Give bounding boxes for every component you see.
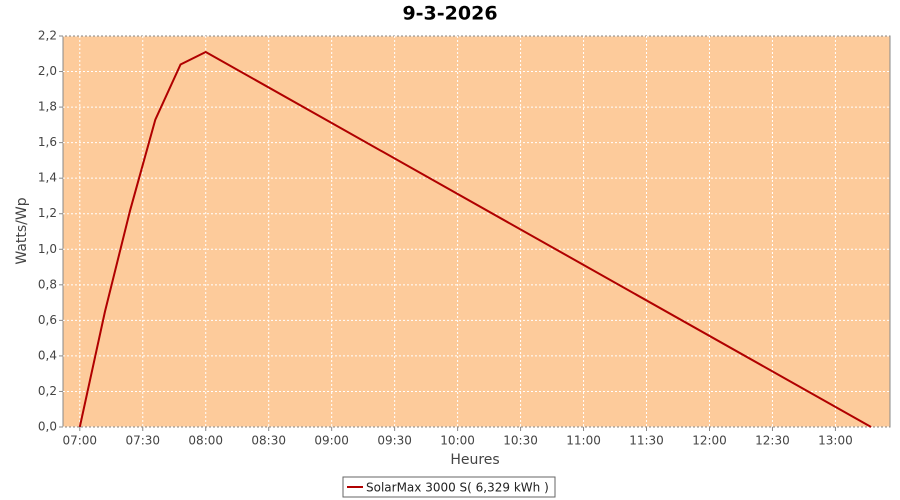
x-tick-label: 11:30: [629, 434, 664, 448]
x-tick-label: 07:30: [125, 434, 160, 448]
y-tick-label: 0,6: [38, 313, 57, 327]
x-tick-label: 07:00: [62, 434, 97, 448]
legend-box: [342, 476, 556, 498]
x-tick-label: 09:00: [314, 434, 349, 448]
x-tick-label: 12:00: [692, 434, 727, 448]
x-axis-label: Heures: [450, 452, 499, 468]
y-tick-label: 1,8: [38, 100, 57, 114]
y-tick-label: 1,4: [38, 171, 57, 185]
x-tick-label: 10:00: [440, 434, 475, 448]
y-tick-label: 0,2: [38, 384, 57, 398]
y-tick-label: 1,6: [38, 135, 57, 149]
y-axis-label: Watts/Wp: [14, 197, 30, 264]
x-tick-label: 12:30: [755, 434, 790, 448]
chart-title: 9-3-2026: [402, 3, 497, 25]
x-tick-label: 09:30: [377, 434, 412, 448]
x-tick-label: 11:00: [566, 434, 601, 448]
y-tick-label: 2,2: [38, 29, 57, 43]
x-tick-label: 13:00: [818, 434, 853, 448]
y-tick-label: 1,0: [38, 242, 57, 256]
plot-area: [62, 35, 891, 428]
y-tick-label: 0,4: [38, 348, 57, 362]
y-tick-label: 0,8: [38, 277, 57, 291]
y-tick-label: 1,2: [38, 206, 57, 220]
x-tick-label: 08:30: [251, 434, 286, 448]
data-line: [78, 50, 872, 428]
y-tick-label: 0,0: [38, 420, 57, 434]
y-tick-label: 2,0: [38, 64, 57, 78]
x-tick-label: 08:00: [188, 434, 223, 448]
legend-label: SolarMax 3000 S( 6,329 kWh ): [366, 481, 549, 495]
x-tick-label: 10:30: [503, 434, 538, 448]
